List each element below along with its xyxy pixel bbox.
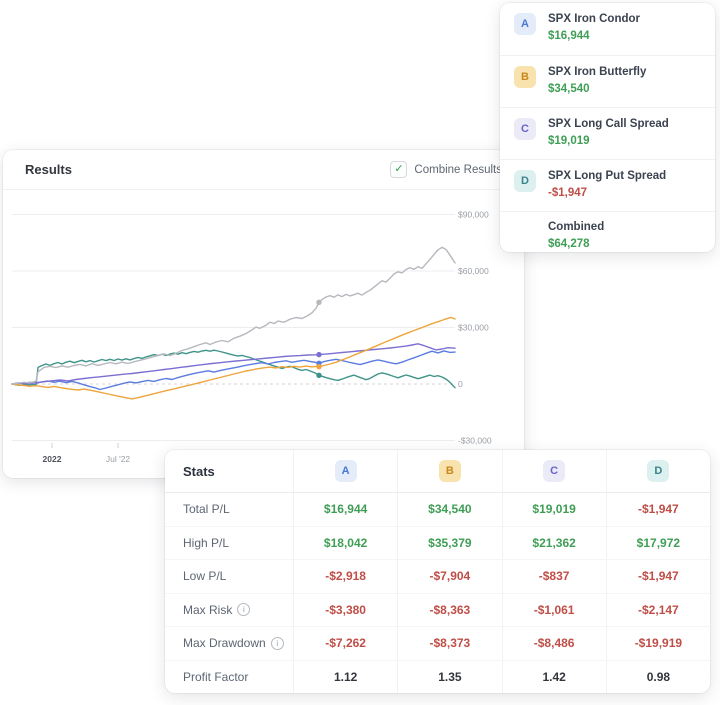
stats-header-title: Stats: [183, 463, 215, 479]
cell-value: -$8,363: [397, 593, 501, 626]
cell-value: 1.12: [293, 660, 397, 693]
legend-item-b[interactable]: B SPX Iron Butterfly $34,540: [500, 55, 715, 107]
legend-item-value: $19,019: [548, 135, 590, 147]
legend-item-name: SPX Long Call Spread: [548, 118, 669, 130]
y-axis-label: 0: [458, 379, 463, 389]
series-a-badge: A: [334, 460, 357, 482]
series-legend-panel: A SPX Iron Condor $16,944 B SPX Iron But…: [500, 3, 715, 252]
results-panel: Results ✓ Combine Results $90,000 $60,000…: [3, 150, 524, 478]
cell-value: -$7,262: [293, 627, 397, 660]
series-marker-D: [316, 372, 322, 378]
series-c-badge: C: [543, 460, 566, 482]
cell-value: -$2,918: [293, 560, 397, 593]
cell-value: $21,362: [501, 526, 606, 559]
cell-value: -$19,919: [605, 627, 710, 660]
cell-value: 0.98: [605, 660, 710, 693]
row-label: High P/L: [183, 535, 230, 550]
cell-value: 1.35: [397, 660, 501, 693]
stats-column-b: B: [397, 450, 501, 492]
stats-table-panel: Stats A B C D Total P/L $16,944 $34,540 …: [165, 450, 710, 693]
y-axis-label: $90,000: [458, 210, 489, 220]
legend-item-value: $16,944: [548, 30, 590, 42]
cell-value: $19,019: [501, 493, 606, 526]
results-title: Results: [25, 162, 72, 177]
row-label: Max Risk: [183, 602, 233, 617]
y-axis-label: -$30,000: [458, 436, 492, 446]
legend-item-name: SPX Iron Butterfly: [548, 66, 647, 78]
results-equity-chart[interactable]: $90,000 $60,000 $30,000 0 -$30,000 2022 Jul '2…: [3, 190, 522, 476]
table-row-max-drawdown: Max Drawdown i -$7,262 -$8,373 -$8,486 -…: [165, 626, 710, 660]
row-label: Low P/L: [183, 569, 227, 584]
cell-value: -$1,947: [605, 493, 710, 526]
legend-item-c[interactable]: C SPX Long Call Spread $19,019: [500, 107, 715, 159]
cell-value: 1.42: [501, 660, 606, 693]
row-label: Total P/L: [183, 502, 230, 517]
table-row-high-pl: High P/L $18,042 $35,379 $21,362 $17,972: [165, 525, 710, 559]
series-marker-C: [316, 351, 322, 358]
legend-item-value: -$1,947: [548, 187, 588, 199]
row-label: Profit Factor: [183, 669, 249, 684]
series-line-D: [11, 349, 456, 389]
stats-table-header: Stats A B C D: [165, 450, 710, 493]
x-axis-label: Jul '22: [106, 454, 131, 464]
info-icon[interactable]: i: [237, 603, 251, 617]
cell-value: -$8,486: [501, 627, 606, 660]
stats-column-d: D: [605, 450, 710, 492]
info-icon[interactable]: i: [270, 636, 284, 650]
checkmark-icon[interactable]: ✓: [390, 161, 408, 178]
cell-value: -$2,147: [605, 593, 710, 626]
table-row-total-pl: Total P/L $16,944 $34,540 $19,019 -$1,94…: [165, 493, 710, 526]
combine-results-toggle[interactable]: ✓ Combine Results: [390, 161, 502, 178]
series-line-B: [11, 316, 456, 400]
stats-column-a: A: [293, 450, 397, 492]
stats-column-c: C: [501, 450, 606, 492]
series-marker-B: [316, 364, 322, 370]
series-line-C: [11, 343, 456, 385]
series-b-badge: B: [514, 66, 536, 88]
legend-item-combined: Combined $64,278: [500, 211, 715, 252]
cell-value: -$1,947: [605, 560, 710, 593]
legend-item-a[interactable]: A SPX Iron Condor $16,944: [500, 3, 715, 55]
results-header: Results ✓ Combine Results: [3, 150, 524, 190]
cell-value: -$7,904: [397, 560, 501, 593]
legend-combined-value: $64,278: [548, 238, 590, 250]
cell-value: -$3,380: [293, 593, 397, 626]
cell-value: $35,379: [397, 526, 501, 559]
legend-item-name: SPX Iron Condor: [548, 13, 640, 25]
series-line-A: [11, 350, 456, 391]
y-axis-label: $30,000: [458, 323, 489, 333]
series-d-badge: D: [647, 460, 670, 482]
legend-item-value: $34,540: [548, 83, 590, 95]
combine-results-label: Combine Results: [414, 163, 502, 176]
cell-value: -$1,061: [501, 593, 606, 626]
row-label: Max Drawdown: [183, 636, 266, 651]
legend-item-d[interactable]: D SPX Long Put Spread -$1,947: [500, 159, 715, 211]
cell-value: $17,972: [605, 526, 710, 559]
series-marker-combined: [316, 299, 322, 305]
cell-value: $18,042: [293, 526, 397, 559]
table-row-low-pl: Low P/L -$2,918 -$7,904 -$837 -$1,947: [165, 559, 710, 593]
legend-combined-name: Combined: [548, 221, 605, 233]
series-d-badge: D: [514, 170, 536, 192]
table-row-profit-factor: Profit Factor 1.12 1.35 1.42 0.98: [165, 659, 710, 693]
x-axis-label: 2022: [43, 454, 62, 464]
table-row-max-risk: Max Risk i -$3,380 -$8,363 -$1,061 -$2,1…: [165, 592, 710, 626]
series-a-badge: A: [514, 13, 536, 35]
cell-value: -$8,373: [397, 627, 501, 660]
cell-value: $34,540: [397, 493, 501, 526]
series-line-combined: [11, 246, 456, 385]
cell-value: -$837: [501, 560, 606, 593]
legend-item-name: SPX Long Put Spread: [548, 170, 667, 182]
series-c-badge: C: [514, 118, 536, 140]
y-axis-label: $60,000: [458, 266, 489, 276]
series-b-badge: B: [438, 460, 461, 482]
cell-value: $16,944: [293, 493, 397, 526]
